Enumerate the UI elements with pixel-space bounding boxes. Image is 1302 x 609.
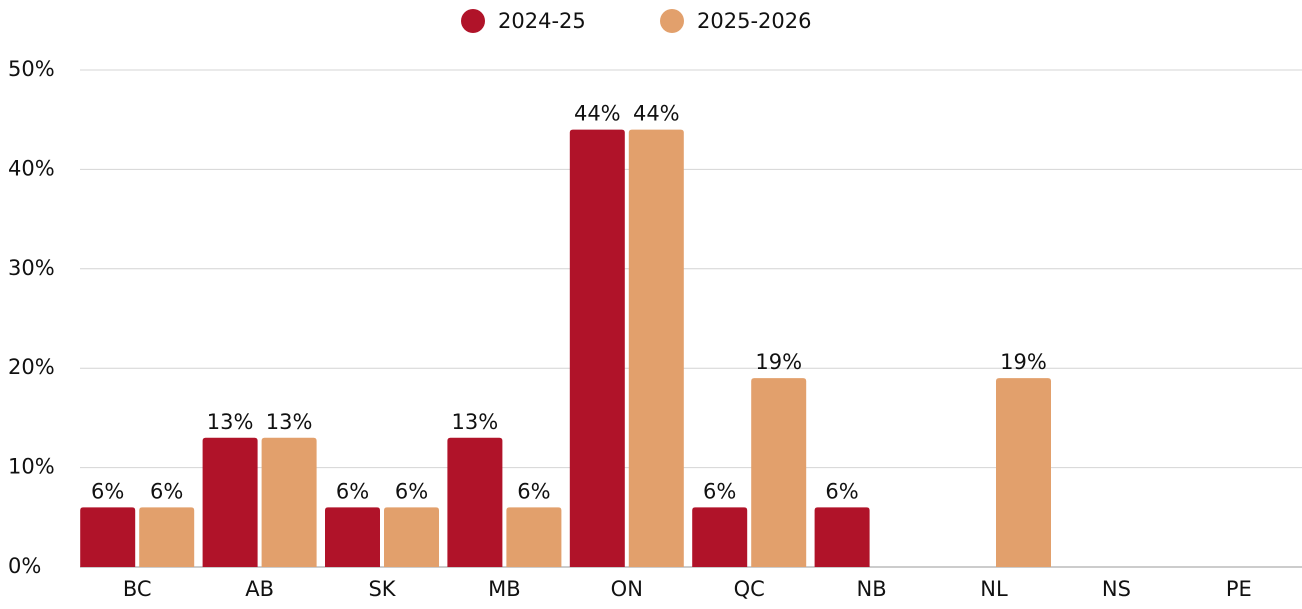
bar (996, 378, 1051, 567)
x-tick-label: SK (368, 577, 396, 601)
bar (384, 507, 439, 567)
value-label: 44% (633, 102, 680, 126)
bar (628, 129, 684, 567)
bar (261, 437, 317, 567)
value-label: 19% (755, 350, 802, 374)
value-label: 6% (336, 479, 369, 503)
x-tick-label: ON (611, 577, 643, 601)
legend-label: 2025-2026 (697, 9, 811, 33)
value-label: 6% (517, 479, 550, 503)
bar (569, 129, 625, 567)
value-label: 13% (266, 410, 313, 434)
y-tick-label: 0% (8, 554, 41, 578)
x-tick-label: AB (245, 577, 274, 601)
bar (751, 378, 807, 567)
x-tick-label: NS (1102, 577, 1131, 601)
bar (202, 437, 258, 567)
value-label: 13% (452, 410, 499, 434)
bar (447, 437, 503, 567)
x-tick-label: PE (1226, 577, 1252, 601)
bar (692, 507, 748, 567)
value-label: 6% (91, 479, 124, 503)
value-label: 13% (207, 410, 254, 434)
legend-swatch (660, 9, 684, 33)
y-tick-label: 20% (8, 355, 55, 379)
value-label: 6% (825, 479, 858, 503)
bar (506, 507, 562, 567)
y-tick-label: 30% (8, 256, 55, 280)
value-label: 44% (574, 102, 621, 126)
y-tick-label: 40% (8, 156, 55, 180)
bar (80, 507, 136, 567)
legend-label: 2024-25 (498, 9, 586, 33)
bar (325, 507, 380, 567)
value-label: 19% (1000, 350, 1047, 374)
x-tick-label: QC (734, 577, 765, 601)
x-tick-label: NB (857, 577, 887, 601)
x-tick-label: BC (123, 577, 152, 601)
x-tick-label: MB (488, 577, 521, 601)
x-tick-label: NL (980, 577, 1008, 601)
y-tick-label: 50% (8, 57, 55, 81)
legend-swatch (461, 9, 485, 33)
value-label: 6% (703, 479, 736, 503)
value-label: 6% (395, 479, 428, 503)
value-label: 6% (150, 479, 183, 503)
bar (814, 507, 870, 567)
y-tick-label: 10% (8, 455, 55, 479)
bar (139, 507, 195, 567)
